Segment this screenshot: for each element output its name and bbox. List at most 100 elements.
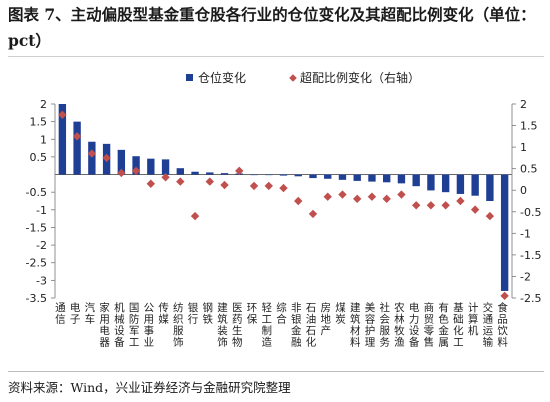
x-tick-label: 基础化工: [453, 301, 464, 349]
marker-point: [397, 190, 406, 199]
title-divider: [8, 56, 544, 57]
marker-point: [249, 181, 259, 191]
bar: [456, 174, 465, 194]
left-axis-tick-label: -1.5: [26, 221, 47, 234]
x-tick-label: 房地产: [320, 301, 331, 337]
x-tick-label: 机械设备: [114, 301, 125, 349]
left-axis-tick-label: -3: [36, 274, 47, 287]
x-tick-label: 通信: [55, 302, 66, 326]
marker-point: [264, 181, 273, 191]
bar: [161, 159, 170, 175]
marker-point: [456, 196, 465, 206]
bar: [500, 174, 509, 291]
marker-point: [161, 173, 170, 182]
marker-series: [58, 110, 509, 301]
source-note: 资料来源：Wind，兴业证券经济与金融研究院整理: [8, 380, 291, 395]
marker-point: [338, 190, 347, 199]
chart-title: 图表 7、主动偏股型基金重仓股各行业的仓位变化及其超配比例变化（单位：pct）: [8, 5, 536, 50]
x-tick-label: 国防军工: [129, 302, 140, 349]
x-tick-label: 石油石化: [306, 302, 317, 349]
x-tick-label: 传媒: [158, 302, 169, 326]
left-axis-tick-label: 2: [40, 98, 47, 111]
right-axis-tick-label: -2: [520, 270, 531, 283]
right-axis-tick-label: 2: [520, 98, 527, 111]
marker-point: [411, 201, 421, 210]
marker-point: [500, 291, 509, 301]
bar: [220, 173, 229, 175]
marker-point: [220, 180, 229, 190]
bar: [309, 174, 317, 179]
marker-point: [382, 194, 391, 204]
bar: [486, 174, 494, 201]
marker-point: [353, 194, 362, 204]
legend-marker-swatch: [289, 74, 297, 82]
bar: [324, 174, 332, 179]
x-tick-label: 交通运输: [483, 301, 494, 349]
marker-point: [117, 168, 126, 178]
bar: [397, 174, 406, 184]
bar: [73, 121, 81, 175]
right-axis-tick-label: -2.5: [520, 292, 541, 305]
marker-point: [131, 166, 141, 176]
bar: [191, 171, 199, 175]
source-divider: [8, 371, 544, 372]
bar: [338, 174, 347, 180]
bar: [412, 174, 420, 187]
marker-point: [205, 177, 214, 186]
bar: [441, 174, 450, 193]
bar: [368, 174, 376, 182]
x-tick-label: 建筑材料: [350, 301, 361, 349]
x-tick-label: 综合: [276, 301, 287, 326]
bar: [279, 174, 288, 176]
x-tick-label: 电子: [70, 301, 81, 326]
x-tick-label: 环保: [247, 302, 258, 326]
x-tick-label: 食品饮料: [497, 301, 508, 349]
chart-area: 仓位变化 超配比例变化（右轴） -3.5 -3 -2.5 -2 -1.5 -1 -0.5 0.5…: [26, 70, 542, 349]
marker-point: [323, 192, 332, 201]
x-tick-label: 煤炭: [335, 301, 346, 326]
legend-bar-swatch: [186, 74, 193, 81]
marker-point: [176, 177, 185, 186]
bar: [250, 174, 258, 176]
right-axis-tick-label: 1.5: [520, 120, 538, 133]
marker-point: [102, 153, 111, 163]
x-tick-label: 美容护理: [365, 301, 376, 349]
left-axis-tick-label: -1: [36, 204, 47, 217]
left-axis-tick-label: -2.5: [26, 257, 47, 270]
bar: [206, 172, 214, 175]
marker-point: [470, 205, 480, 214]
marker-point: [426, 201, 436, 210]
x-tick-label: 计算机: [468, 301, 479, 337]
x-tick-label: 商贸零售: [424, 301, 435, 349]
legend-marker-label: 超配比例变化（右轴）: [300, 70, 420, 85]
bar: [132, 156, 140, 175]
marker-point: [294, 196, 303, 206]
bar: [383, 174, 391, 183]
x-tick-label: 轻工制造: [262, 301, 273, 349]
legend: 仓位变化 超配比例变化（右轴）: [186, 70, 420, 85]
x-tick-label: 银行: [188, 301, 199, 326]
left-axis-tick-label: -3.5: [26, 292, 47, 305]
marker-point: [87, 149, 97, 158]
x-tick-label: 公用事业: [144, 302, 155, 349]
x-tick-label: 钢铁: [203, 301, 214, 326]
marker-point: [485, 211, 495, 221]
left-axis-tick-label: 1: [40, 133, 47, 146]
marker-point: [58, 110, 67, 119]
marker-point: [441, 201, 450, 210]
x-tick-label: 社会服务: [379, 301, 390, 349]
x-tick-label: 建筑装饰: [217, 301, 228, 349]
right-axis-tick-label: -1: [520, 227, 531, 240]
left-axis-tick-label: 1.5: [30, 116, 48, 129]
bar: [147, 158, 155, 175]
marker-point: [72, 132, 82, 141]
left-axis-tick-label: -2: [36, 239, 47, 252]
marker-point: [367, 192, 377, 201]
right-axis-tick-label: 0: [520, 184, 527, 197]
marker-point: [146, 179, 156, 188]
x-tick-label: 家用电器: [99, 301, 110, 349]
bar-series: [58, 104, 509, 291]
bar: [471, 174, 479, 196]
x-tick-label: 汽车: [85, 301, 96, 326]
right-axis-tick-label: -1.5: [520, 249, 541, 262]
